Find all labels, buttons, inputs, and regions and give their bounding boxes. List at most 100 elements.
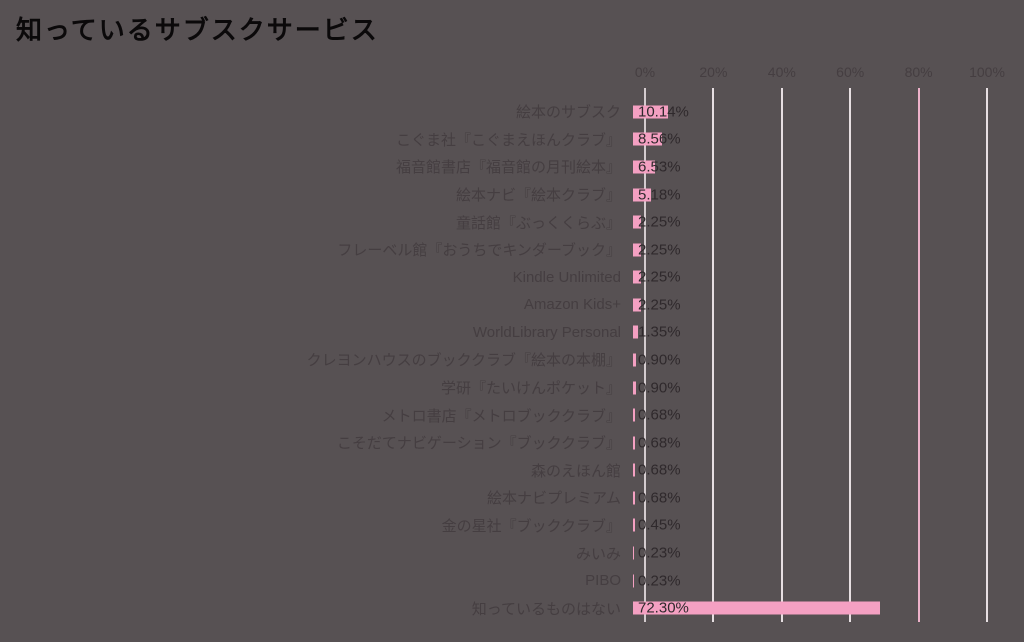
y-axis-line [644,88,646,622]
category-label: Amazon Kids+ [523,296,621,314]
value-label: 8.56% [638,130,681,148]
bar [633,243,641,257]
value-label: 0.68% [638,434,681,452]
bar-track: 2.25% [633,263,975,291]
chart-title: 知っているサブスクサービス [16,15,379,45]
bar [633,574,634,588]
chart-row: フレーベル館『おうちでキンダーブック』 2.25% [0,236,1024,264]
value-label: 1.35% [638,323,681,341]
x-tick-label: 0% [634,64,656,80]
gridline [986,88,988,622]
bar [633,546,634,560]
chart-row: こぐま社『こぐまえほんクラブ』 8.56% [0,126,1024,154]
value-label: 10.14% [638,103,689,121]
value-label: 2.25% [638,296,681,314]
chart-row: Amazon Kids+ 2.25% [0,291,1024,319]
value-label: 72.30% [638,599,689,617]
bar-track: 0.68% [633,429,975,457]
category-label: 絵本のサブスク [515,104,621,122]
bar [633,353,637,367]
bar [633,160,656,174]
category-label: PIBO [585,572,621,590]
bar-track: 0.68% [633,484,975,512]
value-label: 0.68% [638,406,681,424]
bar-track: 6.53% [633,153,975,181]
value-label: 0.23% [638,572,681,590]
category-label: みいみ [575,545,621,563]
bar-track: 0.45% [633,512,975,540]
chart-row: 福音館書店『福音館の月刊絵本』 6.53% [0,153,1024,181]
gridline [712,88,715,622]
chart-row: 絵本のサブスク 10.14% [0,98,1024,126]
category-label: 金の星社『ブッククラブ』 [441,517,621,535]
bar [633,325,638,339]
bar [633,491,636,505]
bar-track: 0.23% [633,567,975,595]
value-label: 2.25% [638,213,681,231]
chart-row: 絵本ナビ『絵本クラブ』 5.18% [0,181,1024,209]
x-tick-label: 20% [699,64,728,80]
gridline [849,88,852,622]
bar-track: 0.90% [633,374,975,402]
bar-track: 2.25% [633,208,975,236]
bar [633,215,641,229]
category-label: 童話館『ぶっくくらぶ』 [455,214,621,232]
chart-row: 絵本ナビプレミアム 0.68% [0,484,1024,512]
category-label: フレーベル館『おうちでキンダーブック』 [337,242,621,260]
category-label: 学研『たいけんポケット』 [440,380,621,398]
bar [633,105,668,119]
value-label: 0.45% [638,516,681,534]
value-label: 0.23% [638,544,681,562]
bar-track: 0.68% [633,457,975,485]
x-tick-label: 80% [904,64,933,80]
value-label: 2.25% [638,268,681,286]
chart-row: 知っているものはない 72.30% [0,594,1024,622]
bar-track: 8.56% [633,126,975,154]
bar [633,408,636,422]
chart-row: 学研『たいけんポケット』 0.90% [0,374,1024,402]
category-label: 福音館書店『福音館の月刊絵本』 [395,159,621,177]
chart-row: 森のえほん館 0.68% [0,457,1024,485]
chart-row: こそだてナビゲーション『ブッククラブ』 0.68% [0,429,1024,457]
bar [633,270,641,284]
bar-track: 0.23% [633,539,975,567]
bar [633,298,641,312]
category-label: こぐま社『こぐまえほんクラブ』 [395,131,621,149]
value-label: 0.68% [638,489,681,507]
bar [633,132,663,146]
chart-row: みいみ 0.23% [0,539,1024,567]
bar [633,188,651,202]
bar-rows: 絵本のサブスク 10.14% こぐま社『こぐまえほんクラブ』 8.56% 福音館… [0,98,1024,622]
chart-row: Kindle Unlimited 2.25% [0,263,1024,291]
bar-track: 1.35% [633,319,975,347]
bar-track: 2.25% [633,236,975,264]
category-label: こそだてナビゲーション『ブッククラブ』 [336,435,621,453]
chart-row: クレヨンハウスのブッククラブ『絵本の本棚』 0.90% [0,346,1024,374]
chart-row: WorldLibrary Personal 1.35% [0,319,1024,347]
bar-track: 72.30% [633,594,975,622]
x-tick-label: 60% [836,64,865,80]
gridline [917,88,920,622]
value-label: 5.18% [638,186,681,204]
x-axis: 0% 20% 40% 60% 80% 100% [0,64,1024,84]
bar [633,601,881,615]
value-label: 0.68% [638,461,681,479]
bar [633,518,635,532]
bar-track: 0.68% [633,401,975,429]
chart-row: 金の星社『ブッククラブ』 0.45% [0,512,1024,540]
category-label: クレヨンハウスのブッククラブ『絵本の本棚』 [306,352,621,370]
bar-track: 2.25% [633,291,975,319]
category-label: メトロ書店『メトロブッククラブ』 [381,407,621,425]
value-label: 0.90% [638,351,681,369]
bar [633,381,637,395]
category-label: 絵本ナビプレミアム [487,490,621,508]
category-label: 絵本ナビ『絵本クラブ』 [455,187,621,205]
bar-track: 0.90% [633,346,975,374]
chart-row: 童話館『ぶっくくらぶ』 2.25% [0,208,1024,236]
bar-track: 5.18% [633,181,975,209]
bar [633,436,636,450]
value-label: 2.25% [638,241,681,259]
category-label: 森のえほん館 [530,462,621,480]
chart-row: PIBO 0.23% [0,567,1024,595]
